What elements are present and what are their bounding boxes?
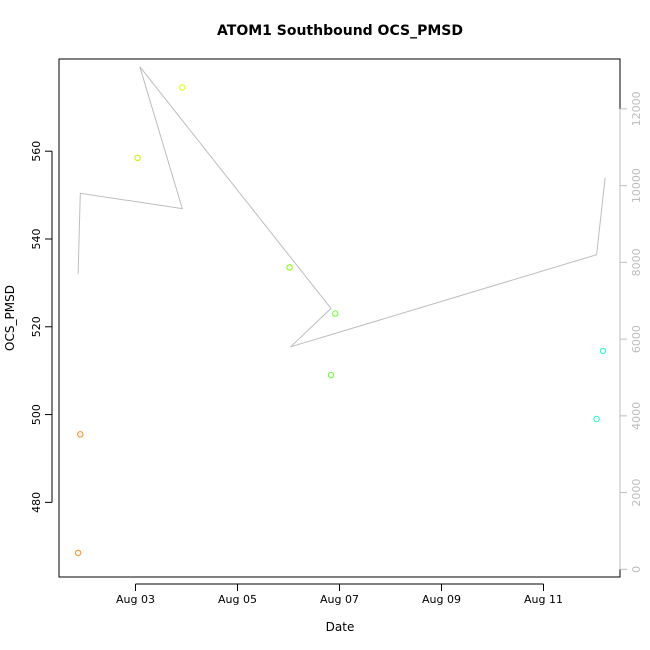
data-point: [179, 84, 186, 91]
y2-tick-label: 6000: [630, 325, 643, 353]
y-tick-label: 560: [30, 141, 43, 162]
y2-tick-label: 12000: [630, 91, 643, 126]
data-point: [332, 310, 339, 317]
data-point: [286, 264, 293, 271]
x-tick-label: Aug 05: [218, 593, 257, 606]
x-axis-label: Date: [326, 620, 355, 634]
y-tick-label: 540: [30, 228, 43, 249]
plot-frame: [58, 58, 621, 578]
y-tick-label: 480: [30, 492, 43, 513]
y2-tick-label: 2000: [630, 479, 643, 507]
y-axis-label: OCS_PMSD: [3, 285, 17, 351]
data-point: [599, 347, 607, 355]
y2-tick-label: 0: [630, 566, 643, 573]
y-axis-left: 480 500 520 540 560: [30, 141, 53, 513]
x-tick-label: Aug 03: [116, 593, 155, 606]
x-axis: Aug 03 Aug 05 Aug 07 Aug 09 Aug 11: [116, 583, 563, 606]
x-tick-label: Aug 07: [320, 593, 359, 606]
x-tick-label: Aug 11: [524, 593, 563, 606]
data-point: [327, 371, 335, 379]
data-point: [593, 415, 600, 423]
data-point: [74, 549, 82, 557]
y-tick-label: 520: [30, 316, 43, 337]
chart-title: ATOM1 Southbound OCS_PMSD: [217, 23, 463, 39]
y-tick-label: 500: [30, 404, 43, 425]
y2-tick-label: 10000: [630, 168, 643, 203]
scatter-points: [74, 84, 607, 557]
x-tick-label: Aug 09: [422, 593, 461, 606]
y-axis-right: 0 2000 4000 6000 8000 10000 12000: [619, 91, 643, 573]
y2-tick-label: 4000: [630, 402, 643, 430]
series-line: [77, 66, 606, 348]
data-point: [77, 431, 84, 438]
y2-tick-label: 8000: [630, 248, 643, 276]
data-point: [134, 154, 141, 162]
right-axis-line-series: [77, 66, 606, 348]
